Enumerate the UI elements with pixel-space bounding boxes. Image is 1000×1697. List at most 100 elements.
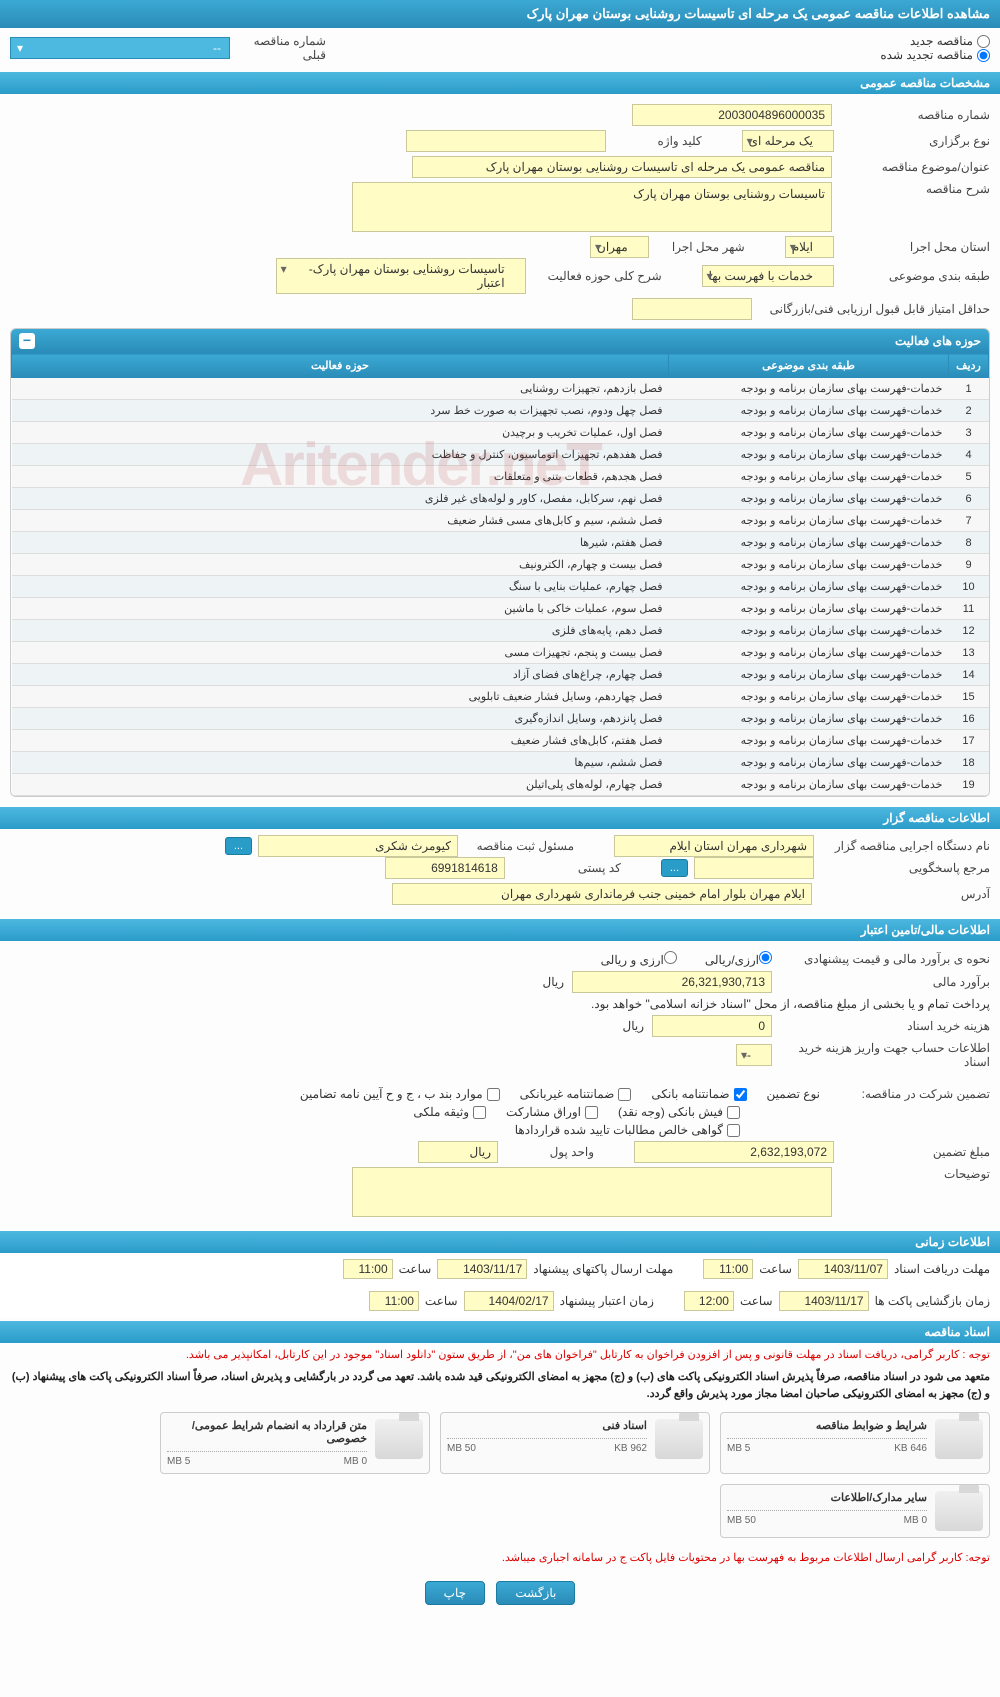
doc-card[interactable]: متن قرارداد به انضمام شرایط عمومی/خصوصی 0… bbox=[160, 1412, 430, 1474]
subject-cat-label: طبقه بندی موضوعی bbox=[840, 269, 990, 283]
postal-label: کد پستی bbox=[511, 861, 621, 875]
folder-icon bbox=[935, 1491, 983, 1531]
table-row: 13خدمات-فهرست بهای سازمان برنامه و بودجه… bbox=[12, 642, 989, 664]
amount-unit: ریال bbox=[542, 975, 564, 989]
back-button[interactable]: بازگشت bbox=[496, 1581, 575, 1605]
keyword-value[interactable] bbox=[406, 130, 606, 152]
tender-no-label: شماره مناقصه bbox=[840, 108, 990, 122]
min-score-label: حداقل امتیاز قابل قبول ارزیابی فنی/بازرگ… bbox=[760, 302, 990, 316]
guarantee-label: تضمین شرکت در مناقصه: bbox=[840, 1087, 990, 1101]
docs-note3: توجه: کاربر گرامی ارسال اطلاعات مربوط به… bbox=[0, 1546, 1000, 1572]
table-row: 3خدمات-فهرست بهای سازمان برنامه و بودجهف… bbox=[12, 422, 989, 444]
doc-size: 646 KB bbox=[894, 1443, 927, 1454]
radio-new[interactable]: مناقصه جدید bbox=[346, 34, 990, 48]
time-row-1: مهلت دریافت اسناد 1403/11/07 ساعت 11:00 … bbox=[0, 1253, 1000, 1285]
remarks-value[interactable] bbox=[352, 1167, 832, 1217]
print-button[interactable]: چاپ bbox=[425, 1581, 485, 1605]
doc-title: متن قرارداد به انضمام شرایط عمومی/خصوصی bbox=[167, 1419, 367, 1445]
docs-note2: متعهد می شود در اسناد مناقصه، صرفاً پذیر… bbox=[0, 1369, 1000, 1404]
cb-fish[interactable]: فیش بانکی (وجه نقد) bbox=[618, 1105, 740, 1119]
activity-table: ردیف طبقه بندی موضوعی حوزه فعالیت 1خدمات… bbox=[11, 353, 989, 796]
province-select[interactable]: ایلام bbox=[785, 236, 834, 258]
col-cat: طبقه بندی موضوعی bbox=[669, 354, 949, 378]
title-label: عنوان/موضوع مناقصه bbox=[840, 160, 990, 174]
radio-est2[interactable]: ارزی و ریالی bbox=[601, 951, 677, 967]
hour-label-4: ساعت bbox=[425, 1294, 458, 1308]
prev-tender-col: شماره مناقصه قبلی -- bbox=[10, 34, 326, 62]
cb-clause[interactable]: موارد بند ب ، ج و ح آیین نامه تضامین bbox=[300, 1087, 500, 1101]
doc-size: 0 MB bbox=[344, 1456, 367, 1467]
g-unit-label: واحد پول bbox=[504, 1145, 594, 1159]
amount-label: برآورد مالی bbox=[780, 975, 990, 989]
doc-card[interactable]: شرایط و ضوابط مناقصه646 KB5 MB bbox=[720, 1412, 990, 1474]
type-select[interactable]: یک مرحله ای bbox=[742, 130, 834, 152]
acc-select[interactable]: -- bbox=[736, 1044, 772, 1066]
radio-renewed[interactable]: مناقصه تجدید شده bbox=[346, 48, 990, 62]
doc-cost-label: هزینه خرید اسناد bbox=[780, 1019, 990, 1033]
table-row: 11خدمات-فهرست بهای سازمان برنامه و بودجه… bbox=[12, 598, 989, 620]
radio-est1[interactable]: ارزی/ریالی bbox=[705, 951, 772, 967]
cb-deed[interactable]: وثیقه ملکی bbox=[413, 1105, 486, 1119]
doc-cap: 5 MB bbox=[167, 1456, 190, 1467]
finance-content: نحوه ی برآورد مالی و قیمت پیشنهادی ارزی/… bbox=[0, 941, 1000, 1227]
cb-bonds[interactable]: اوراق مشارکت bbox=[506, 1105, 598, 1119]
type-label: نوع برگزاری bbox=[840, 134, 990, 148]
table-row: 5خدمات-فهرست بهای سازمان برنامه و بودجهف… bbox=[12, 466, 989, 488]
validity-time: 11:00 bbox=[369, 1291, 419, 1311]
doc-title: شرایط و ضوابط مناقصه bbox=[727, 1419, 927, 1432]
cb-bank[interactable]: ضمانتنامه بانکی bbox=[651, 1087, 746, 1101]
activity-scope-select[interactable]: تاسیسات روشنایی بوستان مهران پارک- اعتبا… bbox=[276, 258, 526, 294]
min-score-value[interactable] bbox=[632, 298, 752, 320]
section-docs-header: اسناد مناقصه bbox=[0, 1321, 1000, 1343]
table-row: 9خدمات-فهرست بهای سازمان برنامه و بودجهف… bbox=[12, 554, 989, 576]
receive-time: 11:00 bbox=[703, 1259, 753, 1279]
g-amount-label: مبلغ تضمین bbox=[840, 1145, 990, 1159]
doc-title: سایر مدارک/اطلاعات bbox=[727, 1491, 927, 1504]
table-row: 6خدمات-فهرست بهای سازمان برنامه و بودجهف… bbox=[12, 488, 989, 510]
open-label: زمان بازگشایی پاکت ها bbox=[875, 1294, 990, 1308]
tender-no-value: 2003004896000035 bbox=[632, 104, 832, 126]
city-select[interactable]: مهران bbox=[590, 236, 649, 258]
keyword-label: کلید واژه bbox=[612, 134, 702, 148]
agency-label: نام دستگاه اجرایی مناقصه گزار bbox=[820, 839, 990, 853]
table-row: 1خدمات-فهرست بهای سازمان برنامه و بودجهف… bbox=[12, 378, 989, 400]
treasury-note: پرداخت تمام و یا بخشی از مبلغ مناقصه، از… bbox=[591, 997, 990, 1011]
footer-buttons: بازگشت چاپ bbox=[0, 1571, 1000, 1615]
activity-panel-title: حوزه های فعالیت bbox=[895, 334, 981, 348]
table-row: 18خدمات-فهرست بهای سازمان برنامه و بودجه… bbox=[12, 752, 989, 774]
doc-card[interactable]: سایر مدارک/اطلاعات0 MB50 MB bbox=[720, 1484, 990, 1538]
desc-value[interactable]: تاسیسات روشنایی بوستان مهران پارک bbox=[352, 182, 832, 232]
doc-title: اسناد فنی bbox=[447, 1419, 647, 1432]
table-row: 12خدمات-فهرست بهای سازمان برنامه و بودجه… bbox=[12, 620, 989, 642]
manager-value: کیومرث شکری bbox=[258, 835, 458, 857]
address-value: ایلام مهران بلوار امام خمینی جنب فرماندا… bbox=[392, 883, 812, 905]
doc-card[interactable]: اسناد فنی962 KB50 MB bbox=[440, 1412, 710, 1474]
send-time: 11:00 bbox=[343, 1259, 393, 1279]
table-row: 4خدمات-فهرست بهای سازمان برنامه و بودجهف… bbox=[12, 444, 989, 466]
prev-tender-select[interactable]: -- bbox=[10, 37, 230, 59]
cb-cert[interactable]: گواهی خالص مطالبات تایید شده قراردادها bbox=[515, 1123, 740, 1137]
city-label: شهر محل اجرا bbox=[655, 240, 745, 254]
contact-more-button[interactable]: ... bbox=[661, 859, 688, 877]
activity-panel: حوزه های فعالیت − ردیف طبقه بندی موضوعی … bbox=[10, 328, 990, 797]
activity-panel-header: حوزه های فعالیت − bbox=[11, 329, 989, 353]
section-finance-header: اطلاعات مالی/تامین اعتبار bbox=[0, 919, 1000, 941]
folder-icon bbox=[655, 1419, 703, 1459]
amount-value: 26,321,930,713 bbox=[572, 971, 772, 993]
contact-value[interactable] bbox=[694, 857, 814, 879]
doc-cost-value: 0 bbox=[652, 1015, 772, 1037]
address-label: آدرس bbox=[820, 887, 990, 901]
cb-nonbank[interactable]: ضمانتنامه غیربانکی bbox=[520, 1087, 632, 1101]
subject-cat-select[interactable]: خدمات با فهرست بها bbox=[702, 265, 834, 287]
guarantee-type-label: نوع تضمین bbox=[767, 1087, 820, 1101]
page-title-bar: مشاهده اطلاعات مناقصه عمومی یک مرحله ای … bbox=[0, 0, 1000, 28]
collapse-icon[interactable]: − bbox=[19, 333, 35, 349]
manager-more-button[interactable]: ... bbox=[225, 837, 252, 855]
title-value: مناقصه عمومی یک مرحله ای تاسیسات روشنایی… bbox=[412, 156, 832, 178]
section-org-header: اطلاعات مناقصه گزار bbox=[0, 807, 1000, 829]
send-date: 1403/11/17 bbox=[437, 1259, 527, 1279]
acc-label: اطلاعات حساب جهت واریز هزینه خرید اسناد bbox=[780, 1041, 990, 1069]
col-row: ردیف bbox=[949, 354, 989, 378]
page-container: Aritender.neT مشاهده اطلاعات مناقصه عموم… bbox=[0, 0, 1000, 1615]
general-content: شماره مناقصه 2003004896000035 نوع برگزار… bbox=[0, 94, 1000, 803]
